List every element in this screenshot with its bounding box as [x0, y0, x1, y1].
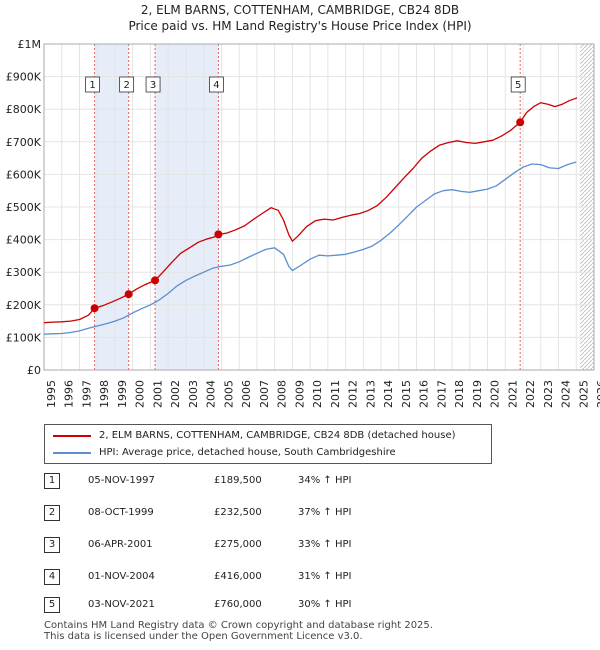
sale-date: 05-NOV-1997	[88, 475, 155, 486]
x-tick-label: 2002	[169, 380, 182, 408]
x-tick-label: 2018	[453, 380, 466, 408]
sale-marker	[151, 276, 160, 285]
sale-price: £760,000	[214, 599, 262, 610]
legend-property-swatch	[53, 435, 91, 437]
x-tick-label: 1999	[116, 380, 129, 408]
x-tick-label: 2009	[293, 380, 306, 408]
x-tick-label: 2000	[134, 380, 147, 408]
sale-badge-box	[85, 76, 100, 93]
sale-badge-box	[119, 76, 135, 93]
legend: 2, ELM BARNS, COTTENHAM, CAMBRIDGE, CB24…	[44, 424, 492, 464]
y-tick-label: £200K	[6, 299, 42, 312]
x-tick-label: 2015	[400, 380, 413, 408]
x-tick-label: 2026	[595, 380, 600, 408]
chart-subtitle: Price paid vs. HM Land Registry's House …	[128, 19, 471, 33]
table-row: 4 01-NOV-2004 £416,000 31% ↑ HPI	[44, 568, 464, 588]
table-row: 5 03-NOV-2021 £760,000 30% ↑ HPI	[44, 596, 464, 616]
table-row: 3 06-APR-2001 £275,000 33% ↑ HPI	[44, 536, 464, 556]
x-tick-label: 2023	[542, 380, 555, 408]
sale-price: £232,500	[214, 507, 262, 518]
y-tick-label: £0	[27, 364, 41, 377]
x-tick-label: 1995	[45, 380, 58, 408]
sale-badge-box	[145, 76, 161, 93]
x-tick-label: 2004	[205, 380, 218, 408]
sale-number-badge: 5	[44, 597, 60, 613]
sale-hpi-change: 37% ↑ HPI	[298, 507, 352, 518]
legend-hpi-swatch	[53, 452, 91, 454]
x-tick-label: 2006	[240, 380, 253, 408]
x-tick-label: 2011	[329, 380, 342, 408]
y-tick-label: £100K	[6, 331, 42, 344]
x-tick-label: 2008	[276, 380, 289, 408]
y-tick-label: £400K	[6, 234, 42, 247]
sale-number-badge: 1	[44, 473, 60, 489]
x-tick-label: 2021	[506, 380, 519, 408]
chart-title: 2, ELM BARNS, COTTENHAM, CAMBRIDGE, CB24…	[141, 3, 459, 17]
x-tick-label: 2007	[258, 380, 271, 408]
x-tick-label: 1998	[98, 380, 111, 408]
sale-marker	[90, 304, 99, 313]
sale-hpi-change: 30% ↑ HPI	[298, 599, 352, 610]
sale-marker	[214, 230, 223, 239]
y-tick-label: £900K	[6, 71, 42, 84]
legend-hpi-label: HPI: Average price, detached house, Sout…	[99, 447, 396, 458]
sale-badge-label: 5	[515, 80, 521, 91]
footer-copyright: Contains HM Land Registry data © Crown c…	[44, 620, 433, 631]
sale-badge-label: 2	[123, 80, 129, 91]
x-tick-label: 2003	[187, 380, 200, 408]
y-tick-label: £300K	[6, 266, 42, 279]
table-row: 1 05-NOV-1997 £189,500 34% ↑ HPI	[44, 472, 464, 492]
sale-badge-label: 4	[213, 80, 219, 91]
x-tick-label: 1997	[80, 380, 93, 408]
sale-date: 01-NOV-2004	[88, 571, 155, 582]
sale-hpi-change: 31% ↑ HPI	[298, 571, 352, 582]
x-tick-label: 2016	[418, 380, 431, 408]
x-tick-label: 1996	[63, 380, 76, 408]
sale-badge-box	[209, 76, 224, 93]
x-tick-label: 2014	[382, 380, 395, 408]
legend-property-label: 2, ELM BARNS, COTTENHAM, CAMBRIDGE, CB24…	[99, 430, 456, 441]
property-price-line	[43, 97, 578, 324]
sale-badge-label: 3	[150, 80, 156, 91]
x-tick-label: 2001	[151, 380, 164, 408]
y-tick-label: £600K	[6, 168, 42, 181]
sale-price: £416,000	[214, 571, 262, 582]
x-tick-label: 2012	[347, 380, 360, 408]
sale-marker	[516, 118, 525, 127]
y-tick-label: £700K	[6, 136, 42, 149]
sale-price: £275,000	[214, 539, 262, 550]
sale-number-badge: 3	[44, 537, 60, 553]
sale-date: 08-OCT-1999	[88, 507, 154, 518]
x-tick-label: 2013	[364, 380, 377, 408]
x-tick-label: 2022	[524, 380, 537, 408]
sale-number-badge: 2	[44, 505, 60, 521]
sale-price: £189,500	[214, 475, 262, 486]
sale-marker	[124, 290, 133, 299]
y-tick-label: £500K	[6, 201, 42, 214]
sale-badge-label: 1	[89, 80, 95, 91]
price-chart: 2, ELM BARNS, COTTENHAM, CAMBRIDGE, CB24…	[6, 3, 600, 408]
y-tick-label: £800K	[6, 103, 42, 116]
plot-area	[43, 43, 595, 371]
sale-badge-box	[510, 76, 526, 93]
x-tick-label: 2024	[560, 380, 573, 408]
sale-hpi-change: 33% ↑ HPI	[298, 539, 352, 550]
x-tick-label: 2017	[435, 380, 448, 408]
hpi-line	[43, 161, 577, 335]
x-tick-label: 2020	[489, 380, 502, 408]
sale-number-badge: 4	[44, 569, 60, 585]
sale-hpi-change: 34% ↑ HPI	[298, 475, 352, 486]
footer-license: This data is licensed under the Open Gov…	[44, 631, 363, 642]
x-tick-label: 2005	[222, 380, 235, 408]
x-tick-label: 2010	[311, 380, 324, 408]
x-tick-label: 2019	[471, 380, 484, 408]
sale-date: 03-NOV-2021	[88, 599, 155, 610]
table-row: 2 08-OCT-1999 £232,500 37% ↑ HPI	[44, 504, 464, 524]
y-tick-label: £1M	[18, 38, 42, 51]
x-tick-label: 2025	[577, 380, 590, 408]
sale-date: 06-APR-2001	[88, 539, 153, 550]
footer: Contains HM Land Registry data © Crown c…	[44, 620, 433, 642]
